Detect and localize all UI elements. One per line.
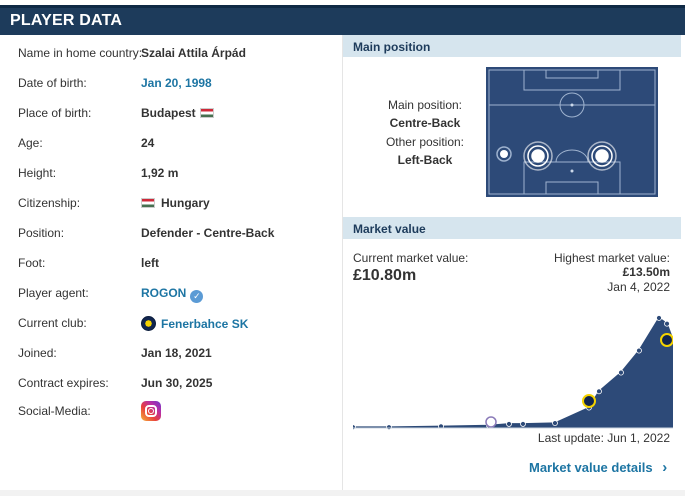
- chart-club-markers: [485, 333, 673, 428]
- info-label: Citizenship:: [18, 196, 81, 210]
- instagram-icon[interactable]: [141, 401, 161, 421]
- chart-point[interactable]: [636, 347, 642, 354]
- birthdate-link[interactable]: Jan 20, 1998: [141, 76, 212, 90]
- chart-point[interactable]: [552, 420, 558, 427]
- info-label: Date of birth:: [18, 76, 87, 90]
- chart-point[interactable]: [353, 424, 356, 430]
- chart-point[interactable]: [596, 388, 602, 395]
- info-label: Contract expires:: [18, 376, 109, 390]
- info-label: Place of birth:: [18, 106, 92, 120]
- info-row-birthplace: Place of birth: Budapest: [18, 103, 338, 123]
- info-label: Current club:: [18, 316, 87, 330]
- chart-point[interactable]: [386, 424, 392, 430]
- info-label: Height:: [18, 166, 57, 180]
- info-value: Jan 18, 2021: [141, 346, 212, 360]
- agent-link[interactable]: ROGON: [141, 286, 187, 300]
- hungary-flag-icon: [141, 198, 155, 208]
- info-row-agent: Player agent: ROGON ✓: [18, 283, 338, 303]
- fenerbahce-logo-icon: [660, 333, 673, 347]
- highest-value-label: Highest market value:: [553, 251, 670, 265]
- info-value: left: [141, 256, 159, 270]
- verified-check-icon: ✓: [190, 290, 204, 303]
- highest-value-date: Jan 4, 2022: [607, 280, 670, 294]
- highest-value: £13.50m: [622, 265, 670, 279]
- fenerbahce-logo-icon: [582, 394, 596, 408]
- other-position-value: Left-Back: [397, 153, 453, 167]
- info-value: Budapest: [141, 106, 196, 120]
- info-label: Position:: [18, 226, 65, 240]
- other-position-label: Other position:: [385, 135, 465, 149]
- info-row-citizenship: Citizenship: Hungary: [18, 193, 338, 213]
- position-pitch: [486, 67, 658, 197]
- chart-point[interactable]: [520, 421, 526, 427]
- right-column: Main position Main position: Centre-Back…: [342, 35, 681, 490]
- position-marker-centre-back-right: [587, 141, 617, 171]
- info-value: Szalai Attila Árpád: [141, 46, 246, 60]
- info-label: Joined:: [18, 346, 57, 360]
- chart-point[interactable]: [618, 369, 624, 376]
- current-value-label: Current market value:: [353, 251, 469, 265]
- info-label: Player agent:: [18, 286, 89, 300]
- main-position-heading: Main position: [343, 35, 681, 57]
- info-row-name: Name in home country: Szalai Attila Árpá…: [18, 43, 338, 63]
- info-label: Foot:: [18, 256, 46, 270]
- player-info-list: Name in home country: Szalai Attila Árpá…: [5, 35, 340, 490]
- market-value-line: [353, 316, 673, 428]
- last-update: Last update: Jun 1, 2022: [537, 431, 670, 445]
- agent-link-wrap: ROGON ✓: [141, 286, 204, 303]
- fenerbahce-logo-icon[interactable]: [141, 316, 156, 331]
- info-row-foot: Foot: left: [18, 253, 338, 273]
- chart-point[interactable]: [664, 320, 670, 327]
- info-value: Jun 30, 2025: [141, 376, 213, 390]
- info-value-wrap: Hungary: [141, 196, 210, 210]
- info-value: 1,92 m: [141, 166, 179, 180]
- current-value: £10.80m: [353, 267, 417, 284]
- info-row-social: Social-Media:: [18, 401, 338, 421]
- info-value: Hungary: [161, 196, 210, 210]
- market-value-area: [353, 318, 673, 428]
- chart-point[interactable]: [506, 421, 512, 427]
- panel-header: PLAYER DATA: [0, 5, 685, 35]
- market-value-chart[interactable]: [353, 310, 673, 430]
- main-position-label: Main position:: [387, 98, 463, 112]
- former-club-logo-icon: [485, 416, 497, 428]
- bottom-divider: [0, 490, 685, 496]
- hungary-flag-icon: [199, 108, 214, 118]
- pitch-background: [486, 67, 658, 197]
- main-position-value: Centre-Back: [389, 116, 461, 130]
- info-row-position: Position: Defender - Centre-Back: [18, 223, 338, 243]
- chart-point[interactable]: [656, 315, 662, 321]
- info-row-club: Current club: Fenerbahce SK: [18, 313, 338, 333]
- details-link-text[interactable]: Market value details: [529, 460, 653, 475]
- info-row-joined: Joined: Jan 18, 2021: [18, 343, 338, 363]
- info-row-contract: Contract expires: Jun 30, 2025: [18, 373, 338, 393]
- info-value: Defender - Centre-Back: [141, 226, 275, 240]
- info-label: Social-Media:: [18, 404, 91, 418]
- market-value-details-link[interactable]: Market value details ›: [529, 459, 667, 476]
- info-value-wrap: Budapest: [141, 106, 214, 120]
- info-label: Name in home country:: [18, 46, 143, 60]
- info-row-age: Age: 24: [18, 133, 338, 153]
- info-row-birthdate: Date of birth: Jan 20, 1998: [18, 73, 338, 93]
- panel-title: PLAYER DATA: [10, 12, 123, 29]
- info-label: Age:: [18, 136, 43, 150]
- position-marker-centre-back-left: [523, 141, 553, 171]
- position-marker-left-back: [496, 146, 512, 162]
- chevron-right-icon[interactable]: ›: [662, 459, 668, 476]
- club-link-wrap: Fenerbahce SK: [141, 316, 248, 331]
- info-value: 24: [141, 136, 155, 150]
- market-value-heading: Market value: [343, 217, 681, 239]
- info-row-height: Height: 1,92 m: [18, 163, 338, 183]
- club-link[interactable]: Fenerbahce SK: [161, 317, 249, 331]
